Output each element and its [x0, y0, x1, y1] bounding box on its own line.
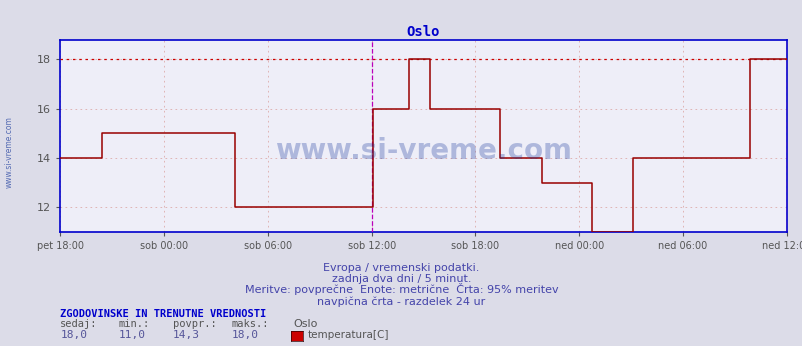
- Text: Evropa / vremenski podatki.: Evropa / vremenski podatki.: [323, 263, 479, 273]
- Text: ZGODOVINSKE IN TRENUTNE VREDNOSTI: ZGODOVINSKE IN TRENUTNE VREDNOSTI: [60, 309, 266, 319]
- Text: Oslo: Oslo: [293, 319, 317, 329]
- Text: Meritve: povprečne  Enote: metrične  Črta: 95% meritev: Meritve: povprečne Enote: metrične Črta:…: [245, 283, 557, 295]
- Text: 18,0: 18,0: [231, 330, 258, 340]
- Text: www.si-vreme.com: www.si-vreme.com: [5, 116, 14, 188]
- Text: temperatura[C]: temperatura[C]: [307, 330, 388, 340]
- Text: www.si-vreme.com: www.si-vreme.com: [275, 137, 571, 165]
- Text: 14,3: 14,3: [172, 330, 200, 340]
- Text: navpična črta - razdelek 24 ur: navpična črta - razdelek 24 ur: [317, 296, 485, 307]
- Text: sedaj:: sedaj:: [60, 319, 98, 329]
- Text: maks.:: maks.:: [231, 319, 269, 329]
- Title: Oslo: Oslo: [407, 25, 439, 39]
- Text: 18,0: 18,0: [60, 330, 87, 340]
- Text: 11,0: 11,0: [119, 330, 146, 340]
- Text: min.:: min.:: [119, 319, 150, 329]
- Text: povpr.:: povpr.:: [172, 319, 216, 329]
- Text: zadnja dva dni / 5 minut.: zadnja dva dni / 5 minut.: [331, 274, 471, 284]
